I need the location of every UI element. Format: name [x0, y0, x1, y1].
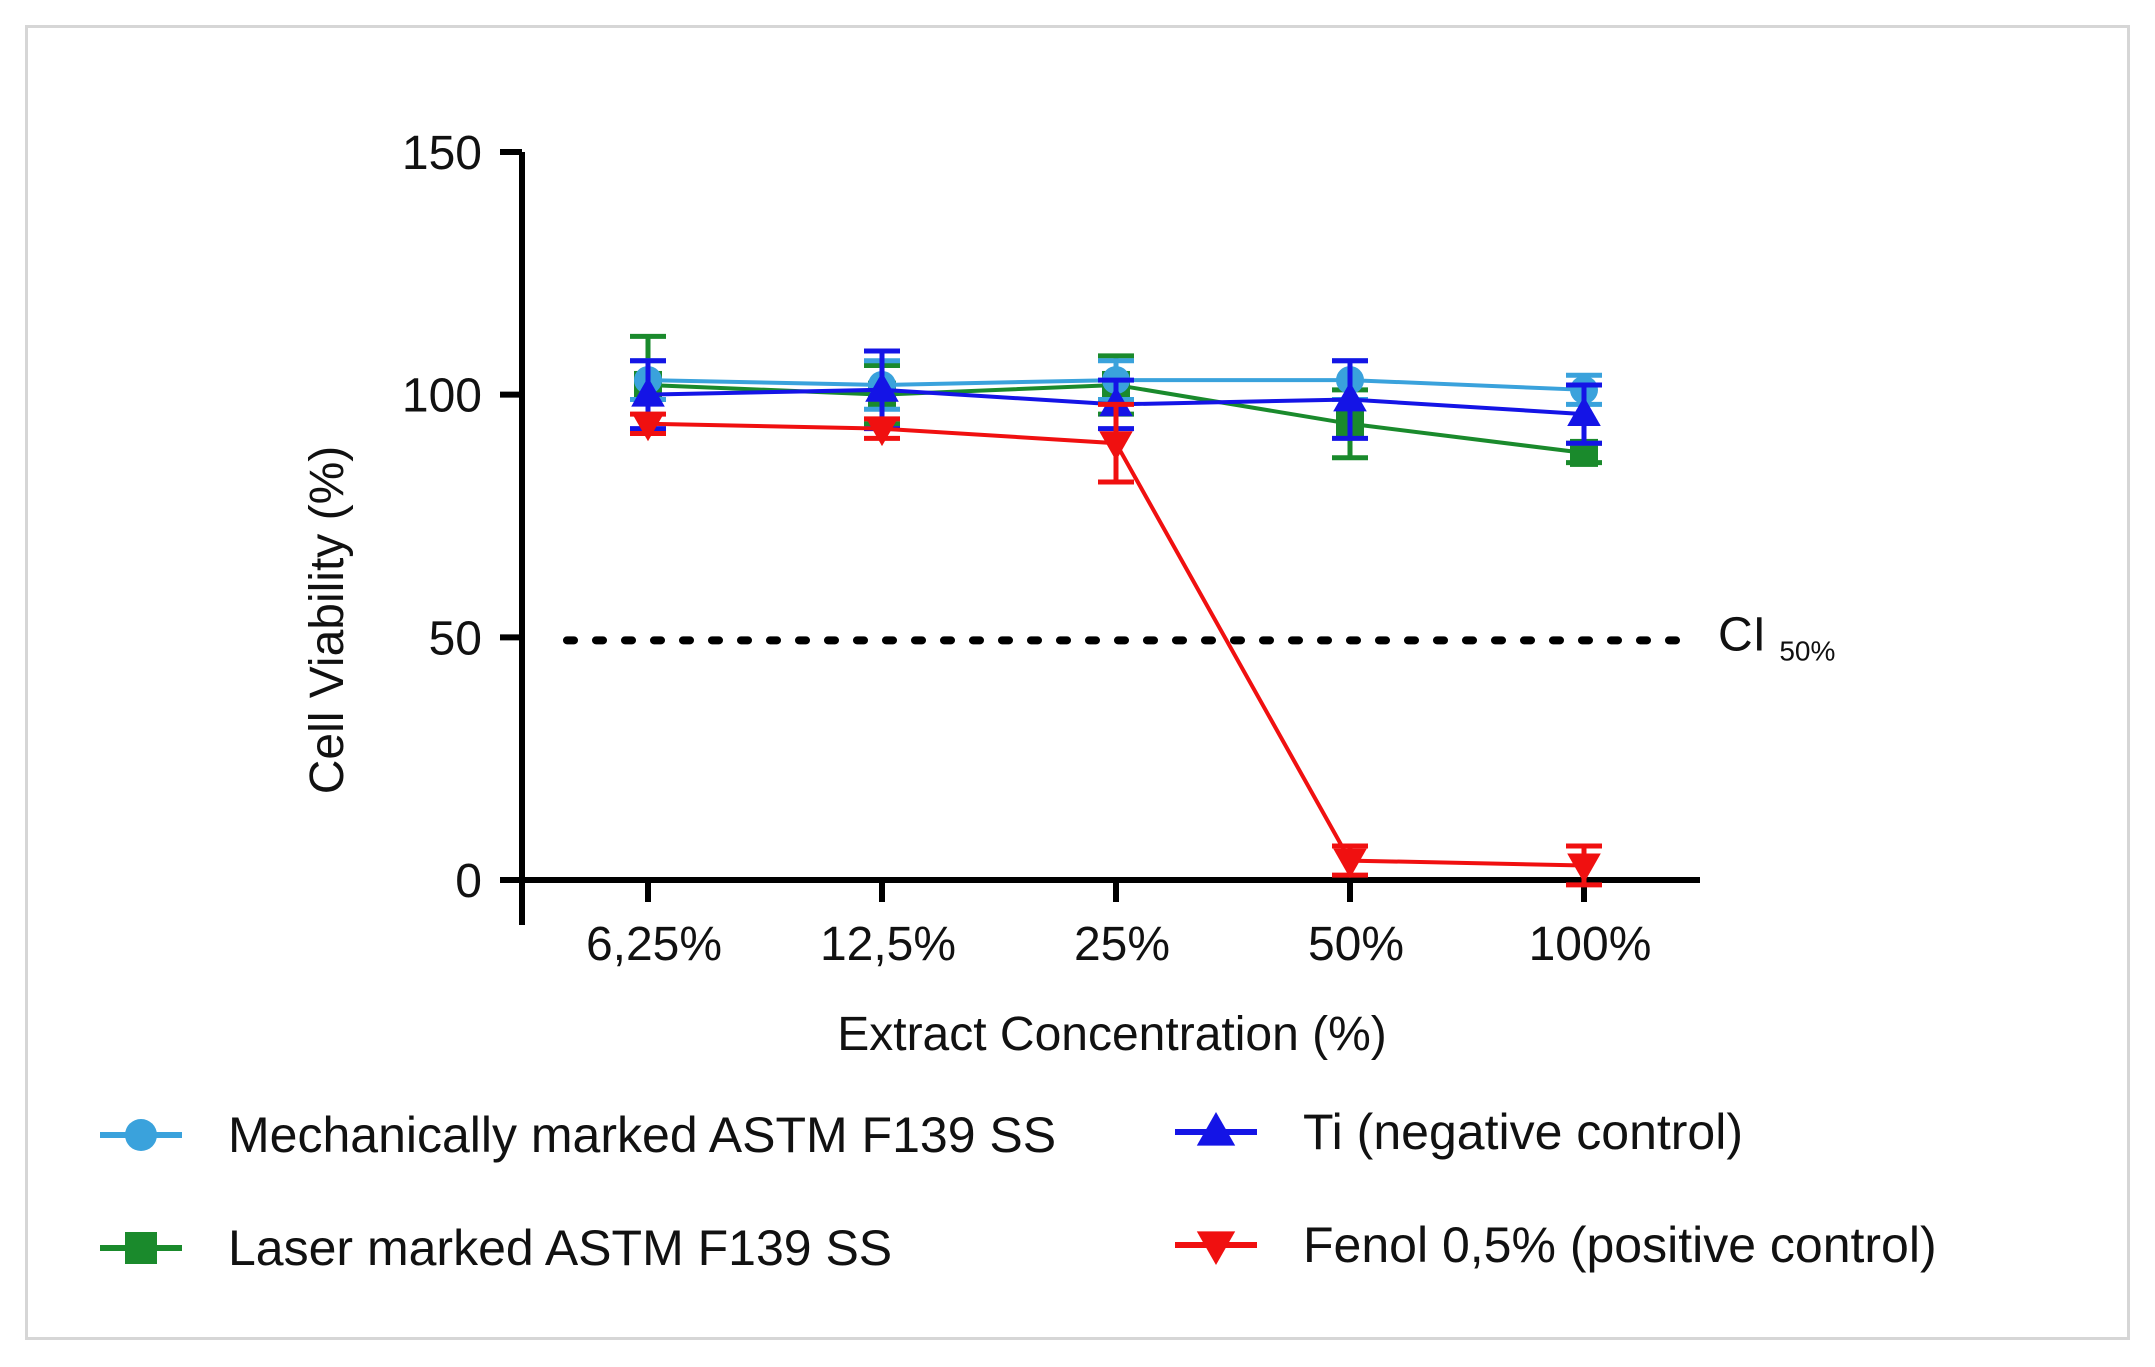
data-point-marker	[1567, 396, 1601, 426]
x-axis-title: Extract Concentration (%)	[837, 1008, 1387, 1061]
data-point-marker	[125, 1119, 157, 1151]
x-tick-label: 50%	[1308, 918, 1404, 971]
data-point-marker	[631, 411, 665, 442]
x-tick-label: 100%	[1529, 918, 1652, 971]
legend-label: Ti (negative control)	[1303, 1104, 1743, 1160]
series-3	[630, 401, 1602, 888]
legend-label: Laser marked ASTM F139 SS	[228, 1220, 892, 1276]
legend-item: Ti (negative control)	[1175, 1104, 1743, 1160]
axes-group	[519, 152, 1700, 925]
data-point-marker	[865, 372, 899, 402]
legend-label: Mechanically marked ASTM F139 SS	[228, 1107, 1056, 1163]
data-point-marker	[1567, 853, 1601, 883]
x-tick-label: 12,5%	[820, 918, 956, 971]
figure-frame	[25, 25, 2130, 1340]
data-point-marker	[1099, 431, 1133, 461]
x-tick-label: 6,25%	[586, 918, 722, 971]
legend-item: Fenol 0,5% (positive control)	[1175, 1217, 1937, 1273]
y-ticks-group: 0 50 100 150	[402, 127, 522, 908]
ci50-label-sub: 50%	[1779, 635, 1835, 666]
y-tick-label: 50	[429, 612, 482, 665]
y-tick-label: 100	[402, 370, 482, 423]
data-point-marker	[1333, 382, 1367, 412]
reference-line-group: CI 50%	[563, 608, 1835, 666]
y-tick-label: 150	[402, 127, 482, 180]
series-group	[630, 333, 1602, 888]
x-tick-label: 25%	[1074, 918, 1170, 971]
series-line	[647, 421, 1585, 868]
data-point-marker	[1196, 1231, 1236, 1265]
legend-item: Laser marked ASTM F139 SS	[100, 1220, 892, 1276]
data-point-marker	[631, 377, 665, 407]
y-tick-label: 0	[455, 855, 482, 908]
data-point-marker	[125, 1232, 157, 1264]
data-point-marker	[1333, 848, 1367, 879]
data-point-marker	[1099, 386, 1133, 417]
data-point-marker	[865, 416, 899, 447]
ci50-label-main: CI	[1718, 608, 1766, 661]
x-ticks-group: 6,25% 12,5% 25% 50% 100%	[586, 880, 1651, 971]
y-axis-title: Cell Viability (%)	[301, 446, 354, 795]
data-point-marker	[1196, 1112, 1236, 1146]
legend-label: Fenol 0,5% (positive control)	[1303, 1217, 1937, 1273]
legend-item: Mechanically marked ASTM F139 SS	[100, 1107, 1056, 1163]
legend: Mechanically marked ASTM F139 SS Ti (nega…	[100, 1104, 1937, 1276]
ci50-label: CI 50%	[1718, 608, 1835, 666]
